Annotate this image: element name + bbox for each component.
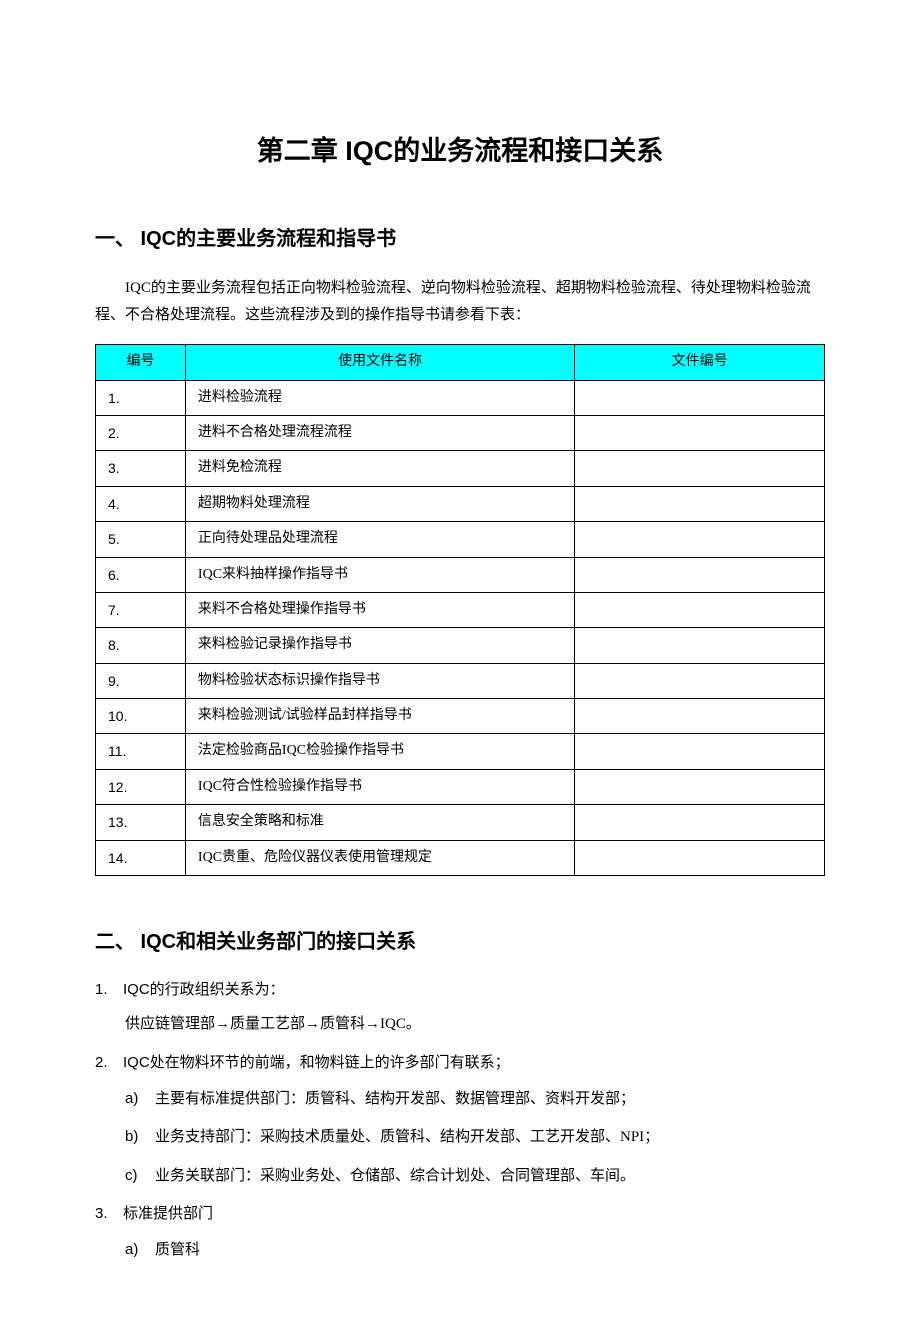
table-cell-number: 6. [96, 557, 186, 592]
table-cell-fileno [575, 840, 825, 875]
table-cell-filename: 进料检验流程 [185, 380, 574, 415]
table-cell-filename: 进料免检流程 [185, 451, 574, 486]
sub-list-text: 业务支持部门：采购技术质量处、质管科、结构开发部、工艺开发部、NPI； [155, 1129, 659, 1145]
table-row: 1.进料检验流程 [96, 380, 825, 415]
table-row: 11.法定检验商品IQC检验操作指导书 [96, 734, 825, 769]
sub-list-text: 主要有标准提供部门：质管科、结构开发部、数据管理部、资料开发部； [155, 1091, 635, 1107]
section1-heading: 一、 IQC的主要业务流程和指导书 [95, 223, 825, 255]
list-item: 3.标准提供部门 a)质管科 [95, 1202, 825, 1265]
table-row: 3.进料免检流程 [96, 451, 825, 486]
table-cell-number: 5. [96, 522, 186, 557]
table-cell-number: 8. [96, 628, 186, 663]
table-cell-fileno [575, 451, 825, 486]
table-cell-filename: 物料检验状态标识操作指导书 [185, 663, 574, 698]
table-cell-fileno [575, 805, 825, 840]
sub-list-letter: a) [125, 1236, 155, 1265]
table-cell-number: 11. [96, 734, 186, 769]
table-cell-filename: 进料不合格处理流程流程 [185, 415, 574, 450]
table-row: 10.来料检验测试/试验样品封样指导书 [96, 699, 825, 734]
table-header-number: 编号 [96, 345, 186, 380]
table-row: 7.来料不合格处理操作指导书 [96, 592, 825, 627]
list-item-number: 1. [95, 978, 123, 1002]
table-cell-filename: 法定检验商品IQC检验操作指导书 [185, 734, 574, 769]
table-cell-fileno [575, 592, 825, 627]
list-item-number: 3. [95, 1202, 123, 1226]
table-cell-fileno [575, 663, 825, 698]
table-cell-filename: IQC来料抽样操作指导书 [185, 557, 574, 592]
sub-list-item: a)质管科 [125, 1236, 825, 1265]
table-cell-filename: 来料不合格处理操作指导书 [185, 592, 574, 627]
table-cell-number: 12. [96, 769, 186, 804]
sub-list-item: a)主要有标准提供部门：质管科、结构开发部、数据管理部、资料开发部； [125, 1085, 825, 1114]
sub-list-letter: a) [125, 1085, 155, 1114]
table-row: 13.信息安全策略和标准 [96, 805, 825, 840]
table-cell-fileno [575, 415, 825, 450]
chapter-title: 第二章 IQC的业务流程和接口关系 [95, 130, 825, 173]
table-cell-number: 1. [96, 380, 186, 415]
table-cell-filename: 信息安全策略和标准 [185, 805, 574, 840]
list-item-title: IQC处在物料环节的前端，和物料链上的许多部门有联系； [123, 1054, 510, 1071]
table-cell-number: 13. [96, 805, 186, 840]
table-row: 5.正向待处理品处理流程 [96, 522, 825, 557]
sub-list-item: c)业务关联部门：采购业务处、仓储部、综合计划处、合同管理部、车间。 [125, 1162, 825, 1191]
section2-list: 1.IQC的行政组织关系为：供应链管理部→质量工艺部→质管科→IQC。2.IQC… [95, 978, 825, 1265]
table-row: 12.IQC符合性检验操作指导书 [96, 769, 825, 804]
table-cell-number: 2. [96, 415, 186, 450]
sub-list-letter: b) [125, 1123, 155, 1152]
table-header-fileno: 文件编号 [575, 345, 825, 380]
table-cell-fileno [575, 380, 825, 415]
table-cell-fileno [575, 699, 825, 734]
table-cell-filename: 来料检验记录操作指导书 [185, 628, 574, 663]
table-cell-fileno [575, 734, 825, 769]
table-cell-fileno [575, 628, 825, 663]
table-cell-number: 4. [96, 486, 186, 521]
table-cell-filename: 正向待处理品处理流程 [185, 522, 574, 557]
sub-list-text: 业务关联部门：采购业务处、仓储部、综合计划处、合同管理部、车间。 [155, 1168, 635, 1184]
sub-list-text: 质管科 [155, 1242, 200, 1258]
table-row: 8.来料检验记录操作指导书 [96, 628, 825, 663]
table-cell-fileno [575, 486, 825, 521]
table-cell-number: 14. [96, 840, 186, 875]
table-row: 14.IQC贵重、危险仪器仪表使用管理规定 [96, 840, 825, 875]
table-cell-fileno [575, 557, 825, 592]
sub-list-letter: c) [125, 1162, 155, 1191]
table-cell-fileno [575, 522, 825, 557]
table-row: 9.物料检验状态标识操作指导书 [96, 663, 825, 698]
table-row: 2.进料不合格处理流程流程 [96, 415, 825, 450]
sub-list-item: b)业务支持部门：采购技术质量处、质管科、结构开发部、工艺开发部、NPI； [125, 1123, 825, 1152]
table-row: 4.超期物料处理流程 [96, 486, 825, 521]
list-item-body: 供应链管理部→质量工艺部→质管科→IQC。 [125, 1010, 825, 1039]
list-item-title: IQC的行政组织关系为： [123, 981, 285, 998]
table-cell-number: 9. [96, 663, 186, 698]
sub-list: a)主要有标准提供部门：质管科、结构开发部、数据管理部、资料开发部；b)业务支持… [125, 1085, 825, 1191]
table-cell-filename: IQC符合性检验操作指导书 [185, 769, 574, 804]
list-item-number: 2. [95, 1051, 123, 1075]
table-row: 6.IQC来料抽样操作指导书 [96, 557, 825, 592]
sub-list: a)质管科 [125, 1236, 825, 1265]
table-cell-filename: IQC贵重、危险仪器仪表使用管理规定 [185, 840, 574, 875]
table-cell-filename: 来料检验测试/试验样品封样指导书 [185, 699, 574, 734]
table-cell-number: 10. [96, 699, 186, 734]
documents-table: 编号 使用文件名称 文件编号 1.进料检验流程2.进料不合格处理流程流程3.进料… [95, 344, 825, 876]
table-cell-filename: 超期物料处理流程 [185, 486, 574, 521]
table-cell-fileno [575, 769, 825, 804]
section2-heading: 二、 IQC和相关业务部门的接口关系 [95, 926, 825, 958]
table-cell-number: 7. [96, 592, 186, 627]
section1-intro: IQC的主要业务流程包括正向物料检验流程、逆向物料检验流程、超期物料检验流程、待… [95, 275, 825, 329]
list-item: 2.IQC处在物料环节的前端，和物料链上的许多部门有联系； a)主要有标准提供部门… [95, 1051, 825, 1191]
list-item-title: 标准提供部门 [123, 1205, 213, 1222]
table-cell-number: 3. [96, 451, 186, 486]
table-header-row: 编号 使用文件名称 文件编号 [96, 345, 825, 380]
list-item: 1.IQC的行政组织关系为： 供应链管理部→质量工艺部→质管科→IQC。 [95, 978, 825, 1039]
table-header-filename: 使用文件名称 [185, 345, 574, 380]
